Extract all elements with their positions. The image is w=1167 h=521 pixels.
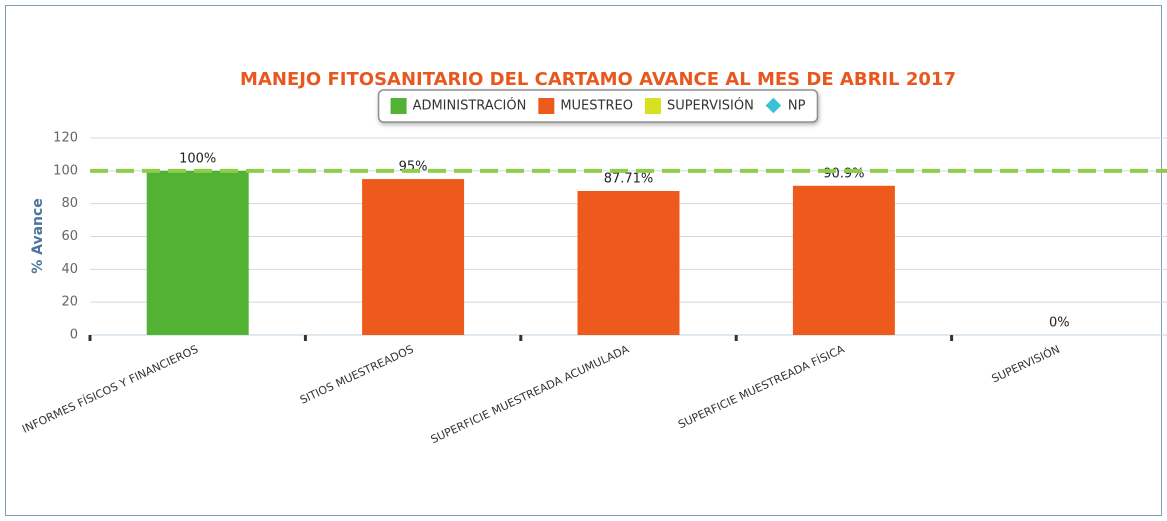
legend-symbol xyxy=(390,98,407,114)
legend-label: ADMINISTRACIÓN xyxy=(413,98,527,114)
legend-box xyxy=(377,89,819,123)
data-label: 90.9% xyxy=(823,166,864,181)
y-axis-label: % Avance xyxy=(30,198,46,274)
y-tick-label: 0 xyxy=(70,328,78,343)
y-tick-label: 20 xyxy=(61,295,78,310)
legend-label: MUESTREO xyxy=(560,99,633,114)
bar xyxy=(362,179,465,335)
y-tick-label: 40 xyxy=(61,262,78,277)
chart-title: MANEJO FITOSANITARIO DEL CARTAMO AVANCE … xyxy=(240,69,956,90)
bar xyxy=(577,191,680,335)
y-tick-label: 120 xyxy=(53,131,78,146)
legend-symbol xyxy=(644,98,661,114)
y-tick-label: 80 xyxy=(61,196,78,211)
legend-label: SUPERVISIÓN xyxy=(667,98,754,114)
data-label: 87.71% xyxy=(604,172,654,187)
data-label: 100% xyxy=(179,151,216,166)
y-tick-label: 100 xyxy=(53,163,78,178)
legend: ADMINISTRACIÓN MUESTREO SUPERVISIÓN NP xyxy=(377,89,819,123)
bar xyxy=(146,170,249,335)
legend-symbol xyxy=(538,98,555,114)
data-label: 0% xyxy=(1049,316,1070,331)
y-tick-label: 60 xyxy=(61,229,78,244)
legend-label: NP xyxy=(788,99,806,114)
bar xyxy=(792,185,895,335)
